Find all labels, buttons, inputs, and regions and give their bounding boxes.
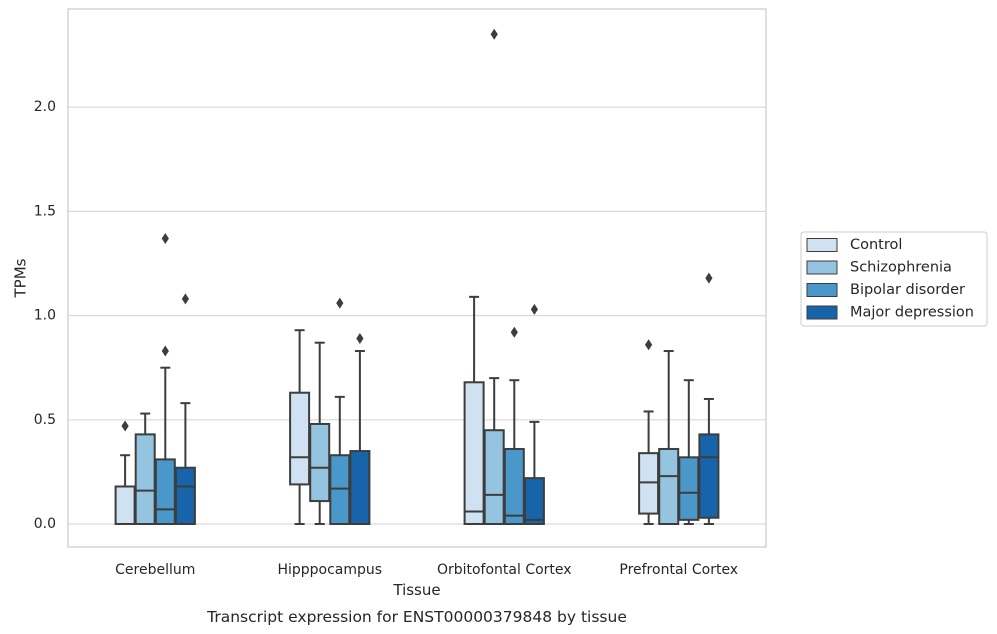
legend-label: Schizophrenia xyxy=(850,260,952,276)
box xyxy=(309,422,331,503)
box xyxy=(174,466,196,525)
outlier-point xyxy=(181,293,189,305)
box xyxy=(329,454,351,525)
legend-label: Bipolar disorder xyxy=(850,282,965,298)
box xyxy=(463,381,485,525)
legend-swatch xyxy=(806,238,838,252)
y-tick-labels: 0.0 0.5 1.0 1.5 2.0 xyxy=(34,99,56,532)
outlier-point xyxy=(510,326,518,338)
outlier-point xyxy=(645,339,653,351)
y-tick-label: 1.5 xyxy=(34,203,56,219)
outlier-point xyxy=(490,28,498,40)
x-tick-label: Orbitofontal Cortex xyxy=(437,562,572,578)
box xyxy=(658,447,680,526)
legend-swatch xyxy=(806,305,838,320)
legend-swatch xyxy=(806,260,838,275)
box xyxy=(134,433,156,525)
outlier-point xyxy=(161,345,169,357)
x-tick-labels: Cerebellum Hipppocampus Orbitofontal Corte… xyxy=(115,562,738,578)
y-axis-label: TPMs xyxy=(12,258,30,298)
outlier-point xyxy=(336,297,344,309)
outlier-point xyxy=(530,303,538,315)
outlier-point xyxy=(121,420,129,432)
x-tick-label: Prefrontal Cortex xyxy=(619,562,738,578)
box xyxy=(483,429,505,525)
y-tick-label: 2.0 xyxy=(34,99,56,115)
legend-label: Control xyxy=(850,237,902,253)
box xyxy=(638,452,660,515)
box xyxy=(349,450,371,525)
box xyxy=(114,485,136,526)
outlier-point xyxy=(356,333,364,345)
x-tick-label: Hipppocampus xyxy=(277,562,382,578)
y-tick-label: 1.0 xyxy=(34,308,56,324)
box xyxy=(154,458,176,525)
x-axis-label: Tissue xyxy=(392,581,440,599)
y-tick-label: 0.0 xyxy=(34,516,56,532)
legend-frame xyxy=(800,231,988,327)
legend: Control Schizophrenia Bipolar disorder Majo… xyxy=(800,231,988,327)
y-tick-label: 0.5 xyxy=(34,412,56,428)
outlier-point xyxy=(705,272,713,284)
outlier-point xyxy=(161,232,169,244)
box xyxy=(678,456,700,521)
legend-label: Major depression xyxy=(850,305,974,321)
box xyxy=(503,447,525,526)
legend-swatch xyxy=(806,283,838,297)
box-plot-marks xyxy=(114,28,720,526)
box xyxy=(698,433,720,519)
box xyxy=(289,391,311,486)
box xyxy=(523,477,545,526)
chart-caption: Transcript expression for ENST0000037984… xyxy=(206,608,627,626)
plot-frame xyxy=(67,8,767,548)
x-tick-label: Cerebellum xyxy=(115,562,195,578)
